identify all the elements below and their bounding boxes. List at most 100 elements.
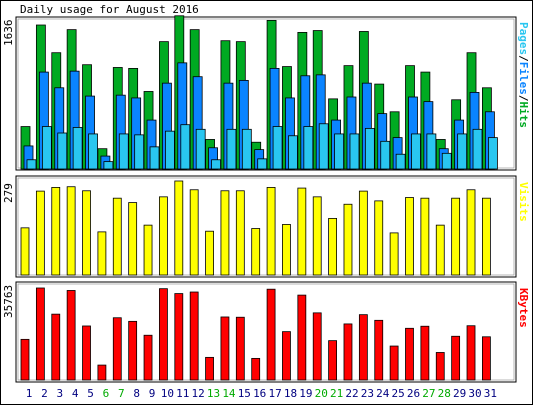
visits-bar xyxy=(282,224,291,276)
day-label: 4 xyxy=(72,387,79,400)
kbytes-bar xyxy=(389,345,399,381)
visits-bar xyxy=(51,187,61,276)
visits-bar xyxy=(82,190,91,276)
day-label: 1 xyxy=(26,387,33,400)
pages-bar xyxy=(103,161,114,170)
pages-bar xyxy=(57,132,68,170)
pages-bar xyxy=(334,133,345,170)
day-label: 10 xyxy=(161,387,174,400)
kbytes-bar xyxy=(82,325,91,381)
day-label: 17 xyxy=(268,387,281,400)
pages-bar xyxy=(26,159,37,170)
kbytes-bar xyxy=(235,316,245,381)
pages-bar xyxy=(226,128,237,170)
kbytes-bar xyxy=(35,287,45,381)
pages-bar xyxy=(411,133,421,170)
kbytes-bar xyxy=(435,352,445,381)
pages-bar xyxy=(165,130,175,170)
pages-bar xyxy=(426,133,437,170)
visits-bar xyxy=(466,189,476,276)
day-label: 23 xyxy=(361,387,374,400)
visits-bar xyxy=(358,190,368,276)
visits-bar xyxy=(389,232,399,276)
legend-part: / xyxy=(517,55,530,62)
kbytes-bar xyxy=(343,323,353,381)
day-label: 27 xyxy=(422,387,435,400)
day-label: 22 xyxy=(345,387,358,400)
kbytes-bar xyxy=(405,327,414,381)
hits-ymax-label: 1636 xyxy=(2,20,15,47)
day-label: 7 xyxy=(118,387,125,400)
legend-part: Pages xyxy=(517,22,530,55)
legend-part: / xyxy=(517,95,530,102)
day-label: 25 xyxy=(391,387,404,400)
visits-bar xyxy=(297,187,307,276)
visits-ymax-label: 279 xyxy=(2,183,15,203)
day-label: 31 xyxy=(484,387,497,400)
pages-bar xyxy=(88,133,98,170)
visits-bar xyxy=(220,190,230,276)
visits-bar xyxy=(405,197,414,276)
day-label: 21 xyxy=(330,387,343,400)
kbytes-bar xyxy=(358,314,368,381)
visits-bar xyxy=(343,203,353,276)
day-label: 26 xyxy=(407,387,420,400)
day-label: 11 xyxy=(176,387,189,400)
visits-bar xyxy=(235,190,245,276)
day-label: 24 xyxy=(376,387,390,400)
pages-files-hits-legend: Pages/Files/Hits xyxy=(517,22,530,128)
kbytes-bar xyxy=(112,317,122,381)
pages-bar xyxy=(241,128,252,170)
day-label: 29 xyxy=(453,387,466,400)
pages-bar xyxy=(195,128,206,170)
kbytes-bar xyxy=(174,293,184,381)
pages-bar xyxy=(118,133,129,170)
kbytes-bar xyxy=(128,320,138,381)
kbytes-bar xyxy=(66,290,76,381)
visits-bar xyxy=(312,196,322,276)
kbytes-bar xyxy=(189,291,199,381)
day-label: 28 xyxy=(438,387,451,400)
day-label: 3 xyxy=(56,387,63,400)
pages-bar xyxy=(472,128,483,170)
pages-bar xyxy=(318,123,329,170)
kbytes-bar xyxy=(420,325,430,381)
chart-title: Daily usage for August 2016 xyxy=(20,3,199,16)
panel-frame xyxy=(15,175,517,278)
pages-bar xyxy=(303,126,314,170)
pages-bar xyxy=(395,153,406,170)
visits-bar xyxy=(97,231,107,276)
day-label: 20 xyxy=(315,387,328,400)
visits-bar xyxy=(128,202,138,276)
panel-frame xyxy=(15,281,517,383)
visits-bar xyxy=(266,187,276,276)
pages-bar xyxy=(149,146,160,170)
day-label: 15 xyxy=(238,387,251,400)
day-label: 16 xyxy=(253,387,266,400)
pages-bar xyxy=(364,127,375,170)
legend-part: Hits xyxy=(517,102,530,129)
visits-bar xyxy=(205,230,214,276)
pages-bar xyxy=(134,134,145,170)
pages-bar xyxy=(180,124,191,170)
pages-bar xyxy=(487,137,498,170)
pages-bar xyxy=(41,126,52,170)
day-label: 9 xyxy=(149,387,156,400)
pages-bar xyxy=(457,133,468,170)
visits-bar xyxy=(143,224,153,276)
visits-legend: Visits xyxy=(517,182,530,222)
pages-bar xyxy=(288,135,298,170)
kbytes-bar xyxy=(451,335,461,381)
legend-part: Files xyxy=(517,62,530,95)
panel-inner-frame xyxy=(17,283,515,381)
visits-bar xyxy=(451,197,461,276)
kbytes-bar xyxy=(481,336,491,381)
visits-bar xyxy=(174,180,184,276)
panel-frame xyxy=(15,16,517,171)
kbytes-bar xyxy=(205,356,214,381)
visits-bar xyxy=(374,200,384,276)
day-label: 6 xyxy=(103,387,110,400)
kbytes-bar xyxy=(312,312,322,381)
kbytes-bar xyxy=(328,340,338,381)
